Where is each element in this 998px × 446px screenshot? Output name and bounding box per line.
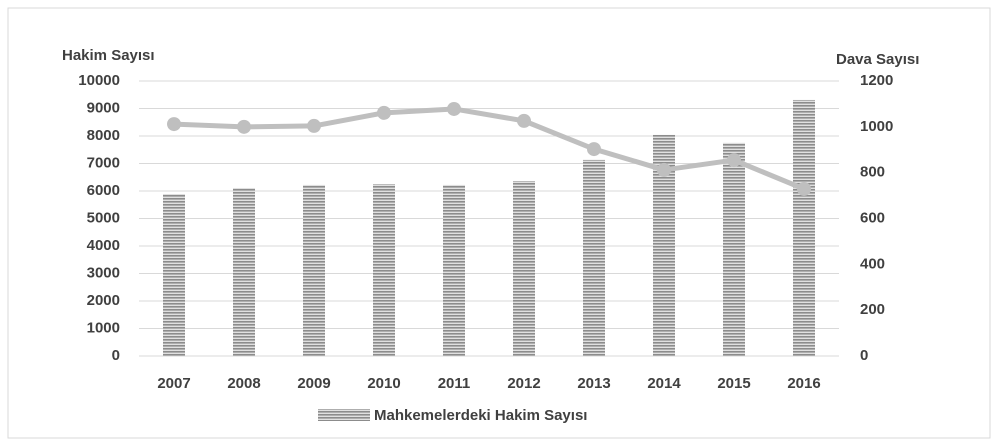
y-tick-label: 9000 bbox=[87, 99, 120, 116]
bar bbox=[723, 142, 745, 356]
line-marker bbox=[447, 101, 461, 116]
y-tick-label: 2000 bbox=[87, 292, 120, 309]
y-tick-label: 0 bbox=[112, 347, 120, 364]
x-tick-label: 2011 bbox=[438, 375, 471, 392]
x-tick-label: 2015 bbox=[717, 375, 750, 392]
y2-tick-label: 200 bbox=[860, 301, 885, 318]
x-tick-label: 2016 bbox=[787, 375, 820, 392]
x-tick-label: 2010 bbox=[367, 375, 400, 392]
bar bbox=[163, 194, 185, 356]
line bbox=[173, 106, 805, 192]
x-tick-label: 2012 bbox=[507, 375, 540, 392]
x-tick-label: 2007 bbox=[157, 375, 190, 392]
y2-tick-label: 800 bbox=[860, 164, 885, 181]
x-tick-label: 2013 bbox=[577, 375, 610, 392]
y2-tick-label: 600 bbox=[860, 209, 885, 226]
bar bbox=[233, 187, 255, 356]
line-marker bbox=[517, 113, 531, 128]
y2-tick-label: 400 bbox=[860, 255, 885, 272]
chart-frame bbox=[7, 7, 991, 439]
x-tick-label: 2009 bbox=[297, 375, 330, 392]
y-tick-label: 8000 bbox=[87, 127, 120, 144]
line-marker bbox=[167, 117, 181, 132]
y2-tick-label: 1000 bbox=[860, 118, 893, 135]
line-marker bbox=[657, 162, 671, 177]
line-marker bbox=[727, 153, 741, 168]
line-marker bbox=[797, 181, 811, 196]
line-marker bbox=[307, 118, 321, 133]
bar bbox=[793, 99, 815, 356]
y-tick-label: 7000 bbox=[87, 154, 120, 171]
y-tick-label: 5000 bbox=[87, 209, 120, 226]
x-tick-label: 2008 bbox=[227, 375, 260, 392]
bar bbox=[513, 181, 535, 356]
bar bbox=[583, 159, 605, 356]
bar bbox=[653, 134, 675, 356]
y2-tick-label: 1200 bbox=[860, 72, 893, 89]
line-marker bbox=[587, 142, 601, 157]
y-axis-title: Hakim Sayısı bbox=[62, 47, 155, 64]
y-tick-label: 4000 bbox=[87, 237, 120, 254]
x-tick-label: 2014 bbox=[647, 375, 681, 392]
y-tick-label: 6000 bbox=[87, 182, 120, 199]
y-tick-label: 1000 bbox=[87, 319, 120, 336]
y2-tick-label: 0 bbox=[860, 347, 868, 364]
bar bbox=[373, 184, 395, 356]
line-marker bbox=[237, 119, 251, 134]
bar bbox=[443, 184, 465, 356]
legend-label: Mahkemelerdeki Hakim Sayısı bbox=[374, 407, 587, 424]
y-tick-label: 10000 bbox=[78, 72, 120, 89]
legend-swatch bbox=[318, 409, 370, 421]
bar bbox=[303, 184, 325, 356]
y-tick-label: 3000 bbox=[87, 264, 120, 281]
line-marker bbox=[377, 105, 391, 120]
y2-axis-title: Dava Sayısı bbox=[836, 51, 919, 68]
